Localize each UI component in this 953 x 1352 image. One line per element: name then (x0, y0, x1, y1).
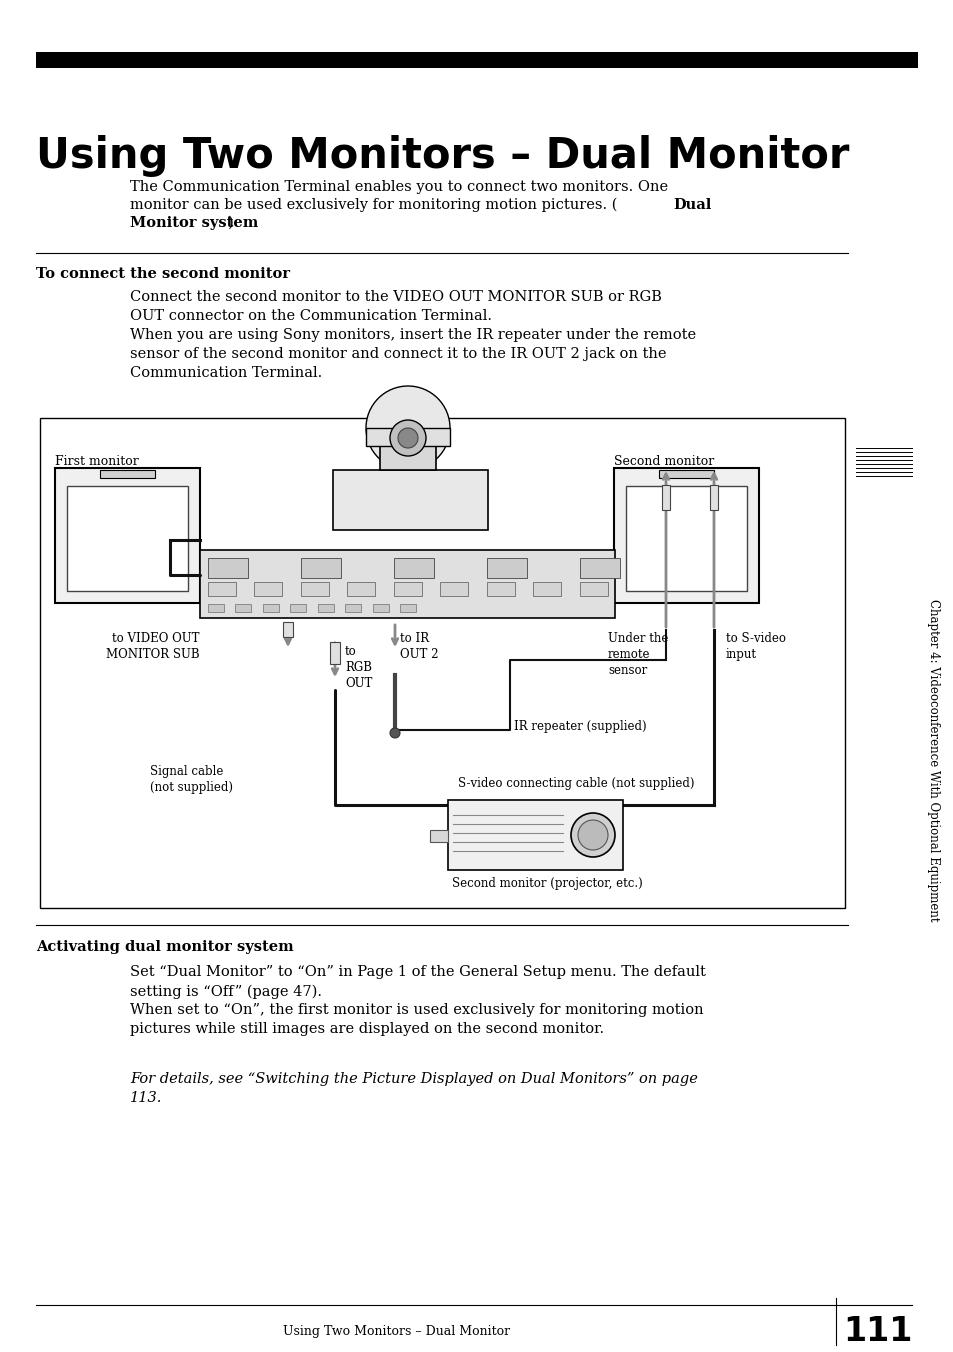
Text: Chapter 4: Videoconference With Optional Equipment: Chapter 4: Videoconference With Optional… (926, 599, 940, 921)
Bar (430, 830, 448, 842)
Text: Second monitor: Second monitor (614, 456, 714, 468)
Bar (55, 468, 200, 603)
Text: Dual: Dual (672, 197, 711, 212)
Bar (254, 581, 282, 596)
Bar (661, 485, 669, 510)
Bar (709, 485, 718, 510)
Circle shape (578, 821, 607, 850)
Bar (283, 622, 293, 637)
Bar (301, 558, 340, 579)
Text: Using Two Monitors – Dual Monitor: Using Two Monitors – Dual Monitor (36, 135, 848, 177)
Text: monitor can be used exclusively for monitoring motion pictures. (: monitor can be used exclusively for moni… (130, 197, 617, 212)
Text: First monitor: First monitor (55, 456, 138, 468)
Bar (394, 558, 434, 579)
Bar (614, 468, 759, 603)
Text: to VIDEO OUT
MONITOR SUB: to VIDEO OUT MONITOR SUB (107, 631, 200, 661)
Bar (317, 604, 334, 612)
Text: Signal cable
(not supplied): Signal cable (not supplied) (150, 765, 233, 794)
Bar (208, 558, 248, 579)
Bar (625, 485, 746, 591)
Text: to
RGB
OUT: to RGB OUT (345, 645, 372, 690)
Bar (366, 429, 450, 446)
Bar (330, 642, 339, 664)
Text: Connect the second monitor to the VIDEO OUT MONITOR SUB or RGB
OUT connector on : Connect the second monitor to the VIDEO … (130, 289, 696, 380)
Circle shape (390, 727, 399, 738)
Bar (579, 558, 619, 579)
Bar (345, 604, 361, 612)
Circle shape (366, 387, 450, 470)
Bar (263, 604, 278, 612)
Bar (100, 470, 154, 479)
Bar (379, 445, 436, 470)
Bar (486, 558, 526, 579)
Text: S-video connecting cable (not supplied): S-video connecting cable (not supplied) (457, 777, 694, 790)
Text: ): ) (228, 216, 233, 230)
Circle shape (397, 429, 417, 448)
Bar (533, 581, 561, 596)
Bar (40, 418, 844, 909)
Bar (579, 581, 607, 596)
Text: Set “Dual Monitor” to “On” in Page 1 of the General Setup menu. The default
sett: Set “Dual Monitor” to “On” in Page 1 of … (130, 965, 705, 1037)
Circle shape (571, 813, 615, 857)
Bar (440, 581, 468, 596)
Text: To connect the second monitor: To connect the second monitor (36, 266, 290, 281)
Text: IR repeater (supplied): IR repeater (supplied) (514, 721, 646, 733)
Bar (373, 604, 388, 612)
Bar (208, 581, 235, 596)
Text: to IR
OUT 2: to IR OUT 2 (399, 631, 438, 661)
Bar (36, 51, 917, 68)
Bar (486, 581, 515, 596)
Bar (235, 604, 252, 612)
Bar (301, 581, 329, 596)
Text: Activating dual monitor system: Activating dual monitor system (36, 940, 294, 955)
Text: Using Two Monitors – Dual Monitor: Using Two Monitors – Dual Monitor (283, 1325, 510, 1338)
Bar (399, 604, 416, 612)
Text: The Communication Terminal enables you to connect two monitors. One: The Communication Terminal enables you t… (130, 180, 667, 193)
Text: to S-video
input: to S-video input (725, 631, 785, 661)
Bar (67, 485, 188, 591)
Text: For details, see “Switching the Picture Displayed on Dual Monitors” on page
113.: For details, see “Switching the Picture … (130, 1072, 698, 1105)
Text: Monitor system: Monitor system (130, 216, 258, 230)
Circle shape (390, 420, 426, 456)
Bar (347, 581, 375, 596)
Text: Second monitor (projector, etc.): Second monitor (projector, etc.) (452, 877, 642, 890)
Bar (208, 604, 224, 612)
Text: 111: 111 (842, 1315, 912, 1348)
Bar (290, 604, 306, 612)
Bar (333, 470, 488, 530)
Bar (394, 581, 421, 596)
Bar (448, 800, 622, 869)
Bar (200, 550, 615, 618)
Text: Under the
remote
sensor: Under the remote sensor (607, 631, 668, 677)
Bar (659, 470, 713, 479)
